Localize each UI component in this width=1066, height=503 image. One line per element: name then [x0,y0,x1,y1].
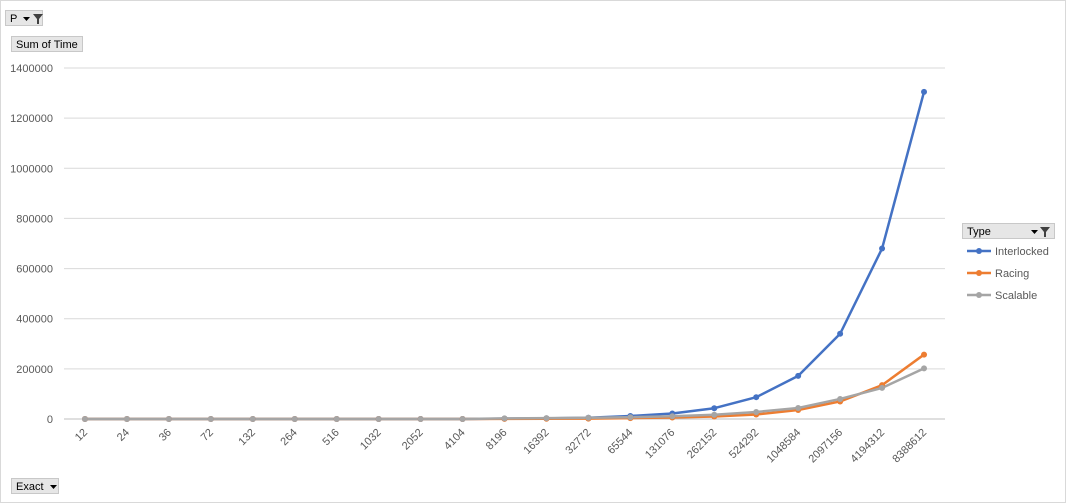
legend-label: Interlocked [995,246,1049,258]
series-lines [81,88,928,422]
data-point-scalable [585,414,592,421]
data-point-scalable [207,416,214,422]
filter-icon [1040,227,1050,237]
data-point-scalable [165,416,172,422]
x-tick-label: 2097156 [806,427,845,466]
data-point-scalable [627,414,634,421]
data-point-scalable [501,415,508,422]
data-point-scalable [459,416,466,422]
axis-field-label: Exact [16,481,44,493]
gridlines [64,67,945,420]
data-point-scalable [753,408,760,415]
data-point-interlocked [795,372,802,379]
data-point-scalable [837,395,844,402]
legend-field-button[interactable]: Type [962,223,1055,239]
chevron-down-icon [1031,230,1038,234]
x-tick-label: 1048584 [765,427,804,466]
data-point-scalable [711,411,718,418]
values-field-label: Sum of Time [16,39,78,51]
x-tick-label: 16392 [521,427,551,457]
data-point-interlocked [837,330,844,337]
data-point-scalable [543,415,550,422]
y-tick-label: 200000 [16,364,53,376]
x-tick-label: 36 [157,427,174,444]
filter-icon [33,14,44,25]
y-tick-label: 1200000 [10,113,53,125]
x-tick-label: 72 [199,427,216,444]
x-tick-label: 131076 [643,427,677,461]
x-tick-label: 516 [320,427,341,448]
x-tick-label: 32772 [563,427,593,457]
legend-swatch-marker [976,248,982,254]
legend-label: Racing [995,268,1029,280]
data-point-scalable [879,384,886,391]
y-tick-label: 400000 [16,314,53,326]
series-line-interlocked [84,91,926,421]
y-tick-label: 1400000 [10,63,53,75]
x-tick-label: 4104 [442,427,468,453]
chevron-down-icon [49,484,57,489]
y-tick-label: 800000 [16,213,53,225]
x-tick-label: 262152 [685,427,719,461]
data-point-interlocked [921,88,928,95]
data-point-interlocked [711,405,718,412]
x-tick-label: 12 [73,427,90,444]
axis-field-button[interactable]: Exact [11,478,59,494]
x-tick-label: 264 [278,427,299,448]
values-field-button[interactable]: Sum of Time [11,36,83,52]
data-point-scalable [795,404,802,411]
data-point-interlocked [753,394,760,401]
data-point-scalable [333,416,340,422]
x-tick-label: 1032 [358,427,384,453]
data-point-scalable [249,416,256,422]
legend: Interlocked Racing Scalable [967,246,1049,302]
filter-field-label: P [10,13,18,25]
data-point-scalable [81,416,88,422]
x-tick-label: 132 [236,427,257,448]
chevron-down-icon [23,16,31,21]
filter-field-button[interactable]: P [5,10,44,26]
legend-swatch-marker [976,292,982,298]
x-tick-label: 4194312 [848,427,887,466]
y-axis-ticks: 0 200000 400000 600000 800000 1000000 1200000 1… [10,63,53,426]
x-tick-label: 24 [115,427,132,444]
x-tick-label: 65544 [605,427,635,457]
data-point-scalable [417,416,424,422]
x-tick-label: 8196 [484,427,510,453]
legend-field-label: Type [967,226,991,238]
data-point-scalable [669,413,676,420]
x-tick-label: 2052 [400,427,426,453]
y-tick-label: 600000 [16,264,53,276]
legend-swatch-marker [976,270,982,276]
x-axis-ticks: 12 24 36 72 132 264 516 1032 2052 4104 8196 16392 32… [73,427,929,466]
y-tick-label: 0 [47,414,53,426]
data-point-scalable [921,365,928,372]
data-point-scalable [375,416,382,422]
x-tick-label: 8388612 [890,427,929,466]
y-tick-label: 1000000 [10,163,53,175]
data-point-racing [921,351,928,358]
x-tick-label: 524292 [727,427,761,461]
data-point-scalable [291,416,298,422]
legend-label: Scalable [995,290,1037,302]
data-point-scalable [123,416,130,422]
data-point-interlocked [879,245,886,252]
